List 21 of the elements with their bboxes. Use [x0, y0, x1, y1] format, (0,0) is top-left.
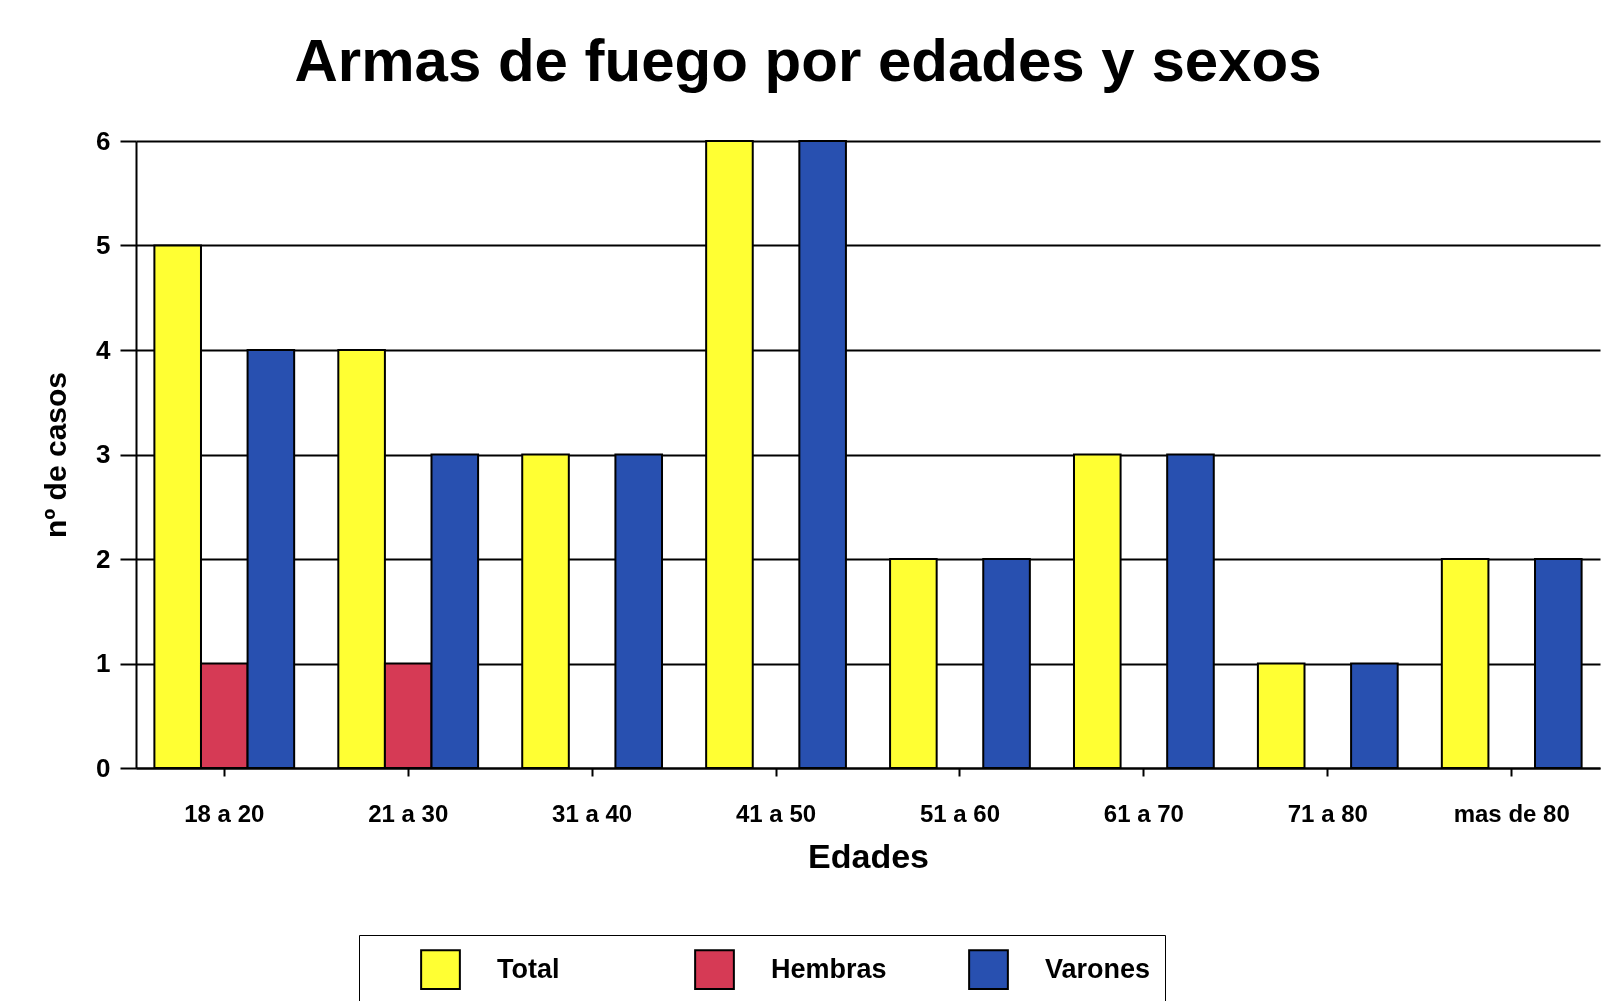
y-tick-label: 1 [96, 648, 111, 678]
y-tick-label: 5 [96, 230, 111, 260]
legend-label: Varones [1045, 953, 1151, 984]
y-tick-label: 0 [96, 752, 111, 783]
y-tick-label: 4 [96, 334, 112, 365]
x-tick-label: 51 a 60 [919, 799, 1000, 827]
x-tick-label: 31 a 40 [552, 799, 633, 827]
chart-title: Armas de fuego por edades y sexos [294, 27, 1322, 94]
y-axis-title: nº de casos [39, 371, 73, 539]
y-tick-label: 2 [96, 543, 111, 574]
x-tick-label: 71 a 80 [1287, 799, 1368, 827]
x-tick-label: 18 a 20 [184, 799, 265, 827]
x-tick-label: 21 a 30 [368, 799, 449, 827]
legend-label: Hembras [771, 953, 887, 984]
x-axis-title: Edades [808, 836, 929, 875]
x-tick-label: 61 a 70 [1103, 799, 1184, 827]
y-tick-label: 3 [96, 439, 111, 469]
x-tick-label: mas de 80 [1453, 799, 1570, 827]
legend-label: Total [497, 953, 560, 984]
x-tick-label: 41 a 50 [736, 799, 817, 827]
y-tick-label: 6 [96, 125, 111, 156]
